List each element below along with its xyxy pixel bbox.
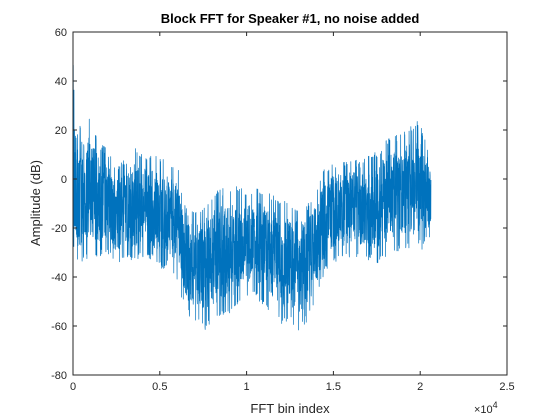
x-exponent: ×104 <box>474 400 498 416</box>
y-tick-label: -40 <box>51 272 67 284</box>
y-tick-label: -80 <box>51 370 67 382</box>
x-tick-label: 1.5 <box>326 381 341 393</box>
series-line-0 <box>72 64 432 331</box>
x-tick-label: 2 <box>417 381 423 393</box>
y-tick-label: 40 <box>55 76 67 88</box>
x-tick-label: 2.5 <box>499 381 514 393</box>
x-exponent-base: ×10 <box>474 404 493 416</box>
series-layer <box>72 64 432 331</box>
x-exponent-power: 4 <box>493 400 498 410</box>
x-tick-label: 1 <box>244 381 250 393</box>
plot-frame <box>72 31 508 376</box>
x-tick-label: 0.5 <box>152 381 167 393</box>
x-tick-label: 0 <box>70 381 76 393</box>
chart-title: Block FFT for Speaker #1, no noise added <box>161 11 420 26</box>
x-axis-label: FFT bin index <box>250 401 330 416</box>
axes-layer: 0 0.5 1 1.5 2 2.5 -80 -60 -40 -20 0 20 40 60 <box>51 27 515 393</box>
y-tick-label: 60 <box>55 27 67 39</box>
y-tick-label: -20 <box>51 223 67 235</box>
y-tick-label: -60 <box>51 321 67 333</box>
y-tick-label: 20 <box>55 125 67 137</box>
y-axis-label: Amplitude (dB) <box>28 160 43 246</box>
y-tick-label: 0 <box>61 174 67 186</box>
